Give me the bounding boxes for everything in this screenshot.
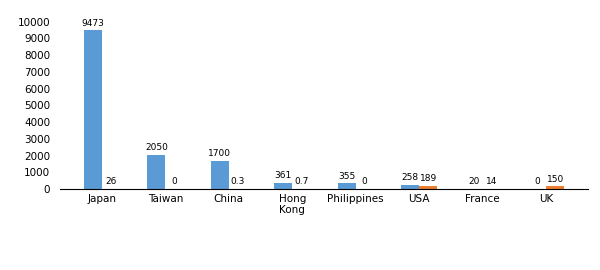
Bar: [401, 185, 419, 189]
Text: 26: 26: [105, 177, 116, 186]
Text: 361: 361: [275, 171, 292, 180]
Bar: [274, 183, 292, 189]
Text: 150: 150: [547, 175, 564, 184]
Text: 1700: 1700: [208, 149, 232, 158]
Text: 0.3: 0.3: [230, 177, 245, 187]
Text: 2050: 2050: [145, 143, 168, 152]
Bar: [211, 161, 229, 189]
Bar: [419, 186, 437, 189]
Text: 0: 0: [362, 177, 368, 187]
Text: 355: 355: [338, 171, 355, 181]
Text: 258: 258: [402, 173, 419, 182]
Text: 20: 20: [468, 177, 479, 186]
Text: 14: 14: [486, 177, 497, 186]
Text: 9473: 9473: [82, 19, 104, 28]
Text: 189: 189: [419, 174, 437, 183]
Text: 0: 0: [171, 177, 177, 187]
Bar: [84, 31, 102, 189]
Bar: [338, 183, 356, 189]
Text: 0: 0: [535, 177, 540, 187]
Bar: [148, 155, 165, 189]
Bar: [546, 187, 564, 189]
Text: 0.7: 0.7: [294, 177, 308, 187]
Bar: [102, 188, 119, 189]
